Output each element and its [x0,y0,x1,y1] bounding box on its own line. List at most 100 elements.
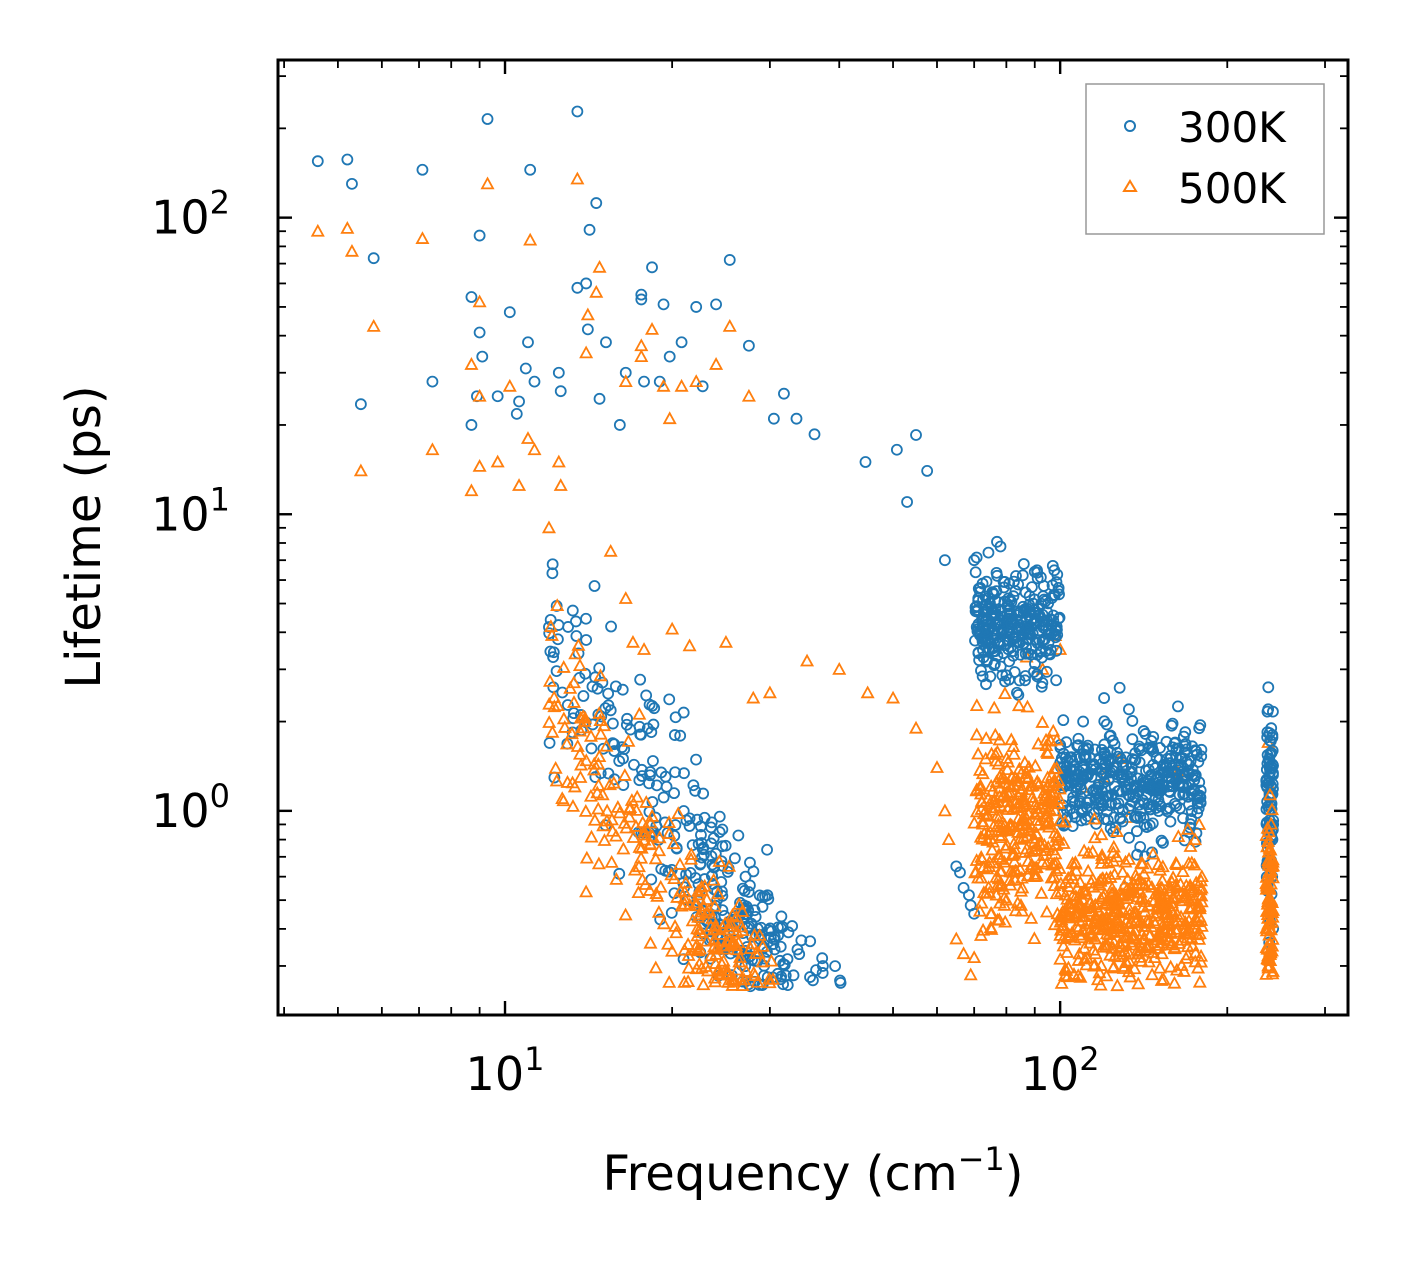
data-point-500K [553,478,568,491]
point-500K [1043,733,1058,746]
point-500K [579,884,594,898]
point-300K [599,702,612,715]
point-500K [593,713,608,726]
point-500K [1095,917,1110,930]
point-300K [774,940,787,953]
point-300K [1010,635,1022,648]
point-300K [1133,740,1146,753]
point-500K [652,830,667,844]
point-300K [689,872,702,884]
point-500K [1105,881,1120,894]
point-300K [994,660,1007,673]
point-500K [548,760,563,774]
point-500K [1017,792,1032,806]
point-500K [1081,863,1096,877]
data-point-500K [832,661,847,675]
point-300K [1194,791,1206,804]
point-300K [1113,785,1125,797]
point-300K [1061,754,1074,767]
point-300K [1261,705,1274,718]
point-500K [586,762,602,776]
point-500K [1025,794,1041,808]
point-300K [1136,794,1149,807]
point-500K [700,963,715,977]
point-500K [968,865,983,879]
point-500K [1066,908,1081,922]
point-300K [1168,767,1181,780]
point-300K [1019,674,1031,687]
point-500K [696,977,711,991]
data-point-500K [310,223,325,237]
point-300K [1121,783,1134,796]
point-500K [1035,715,1050,728]
point-500K [988,800,1003,814]
point-300K [616,683,629,696]
point-500K [1103,870,1118,883]
point-300K [1160,735,1173,748]
point-500K [572,658,587,672]
legend-marker-300K [1124,120,1136,132]
point-500K [1173,876,1188,890]
point-500K [1021,806,1036,820]
data-point-500K [366,318,381,332]
point-500K [1049,863,1064,877]
point-500K [1099,968,1114,982]
point-500K [1140,939,1155,953]
point-300K [1011,686,1023,699]
point-500K [1129,871,1144,885]
point-500K [643,836,658,850]
data-point-300K [646,261,658,274]
point-300K [570,630,583,642]
point-500K [699,905,714,919]
point-300K [648,702,661,715]
point-500K [732,897,747,910]
point-500K [662,815,677,828]
point-300K [1123,831,1135,844]
data-point-300K [939,554,951,567]
point-500K [699,933,714,947]
point-500K [579,850,594,864]
data-point-500K [682,638,697,652]
point-500K [1011,796,1026,809]
point-500K [556,793,571,807]
data-point-500K [340,221,355,234]
point-500K [1030,813,1045,826]
point-500K [980,807,995,821]
point-500K [1262,958,1277,972]
point-300K [761,843,773,856]
point-500K [1147,893,1162,906]
point-300K [668,787,680,800]
point-500K [637,827,652,841]
point-300K [1029,606,1042,619]
point-500K [1028,866,1043,880]
point-500K [709,940,725,954]
point-500K [1122,946,1137,960]
point-300K [1266,729,1279,741]
point-500K [1095,851,1110,865]
point-500K [1175,864,1190,878]
point-500K [1189,899,1205,913]
point-500K [1039,904,1054,918]
point-500K [1028,758,1043,772]
data-point-300K [528,375,541,388]
point-300K [988,657,1001,670]
data-point-500K [579,345,594,359]
point-300K [645,726,658,739]
point-500K [975,816,990,830]
point-500K [639,795,654,808]
point-500K [1144,879,1159,893]
point-500K [1058,814,1073,828]
point-500K [1076,909,1091,923]
point-500K [975,766,990,780]
x-tick-base: 10 [466,1047,525,1101]
point-500K [1194,888,1209,902]
point-500K [1188,910,1203,924]
point-500K [1079,957,1094,971]
point-500K [743,941,758,954]
point-300K [1044,644,1057,656]
point-500K [1146,846,1161,860]
point-500K [704,948,719,962]
point-500K [993,879,1009,892]
point-500K [1167,941,1182,955]
point-500K [1130,942,1145,956]
